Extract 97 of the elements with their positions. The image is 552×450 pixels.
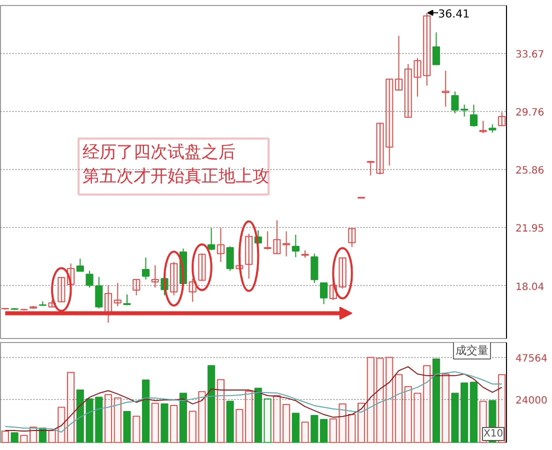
candlestick — [301, 250, 309, 258]
candlestick — [320, 282, 328, 305]
bar — [432, 358, 440, 442]
candlestick — [264, 230, 272, 250]
candlestick — [470, 104, 478, 128]
candlestick — [498, 112, 506, 126]
candlestick — [292, 234, 300, 258]
candlestick — [310, 253, 318, 284]
bar — [104, 394, 112, 442]
candlestick — [58, 276, 66, 303]
bar — [366, 356, 374, 442]
bar — [282, 404, 290, 442]
y-tick-label: 33.67 — [516, 50, 544, 61]
bar — [320, 419, 328, 442]
bar — [245, 390, 253, 442]
bar — [198, 391, 206, 442]
bar — [451, 392, 459, 442]
bar — [132, 416, 140, 442]
annotation: 经历了四次试盘之后 — [82, 142, 236, 162]
candlestick — [273, 220, 281, 254]
candlestick — [76, 258, 84, 272]
annotation: 第五次才开始真正地上攻 — [82, 166, 270, 186]
bar — [254, 388, 262, 442]
bar — [123, 411, 131, 442]
bar — [394, 374, 403, 442]
bar — [329, 418, 337, 442]
bar — [386, 356, 394, 442]
annotation: 36.41 — [438, 7, 470, 20]
y-tick-label: 24000 — [516, 396, 548, 407]
candlestick — [170, 261, 178, 296]
candlestick — [151, 264, 159, 288]
bar — [338, 403, 346, 442]
bar — [348, 414, 356, 442]
candlestick — [348, 228, 356, 248]
bar — [376, 358, 384, 442]
bar — [20, 434, 28, 442]
candlestick — [216, 228, 224, 262]
bar — [460, 382, 468, 442]
bar — [236, 409, 244, 442]
annotation: X10 — [484, 428, 504, 440]
candlestick — [114, 282, 122, 307]
bar — [142, 379, 150, 442]
candlestick — [442, 70, 450, 108]
bar — [114, 397, 122, 442]
candlestick — [142, 257, 150, 280]
bar — [188, 410, 196, 442]
candlestick — [386, 78, 394, 166]
bar — [414, 392, 422, 442]
bar — [1, 430, 9, 442]
bar — [10, 432, 18, 442]
candlestick — [1, 308, 9, 310]
candlestick — [376, 122, 384, 175]
bar — [170, 405, 178, 442]
chart-title: 成交量 — [456, 344, 488, 357]
bar — [216, 379, 224, 442]
candlestick — [245, 233, 253, 280]
candlestick — [132, 278, 140, 296]
bar — [301, 422, 309, 442]
bar — [160, 403, 168, 442]
y-tick-label: 29.76 — [516, 108, 544, 119]
candlestick — [432, 32, 440, 66]
bar — [67, 372, 75, 442]
candlestick — [394, 35, 403, 90]
candlestick — [30, 305, 38, 310]
bar — [357, 402, 366, 442]
candlestick — [460, 104, 468, 118]
candlestick — [404, 64, 412, 118]
bar — [423, 365, 431, 442]
bar — [292, 412, 300, 442]
bar — [58, 406, 66, 442]
bar — [226, 400, 234, 442]
candlestick — [414, 58, 422, 98]
bar — [179, 392, 187, 442]
y-tick-label: 18.04 — [516, 282, 544, 293]
bar — [264, 398, 272, 442]
y-tick-label: 47564 — [516, 353, 548, 364]
y-tick-label: 25.86 — [516, 166, 544, 177]
bar — [48, 430, 56, 442]
candlestick — [198, 253, 206, 282]
candlestick — [208, 228, 216, 251]
candlestick — [282, 230, 290, 257]
bar — [442, 374, 450, 442]
candlestick — [451, 91, 459, 114]
y-tick-label: 21.95 — [516, 224, 544, 235]
candlestick — [95, 276, 103, 309]
bar — [310, 415, 318, 442]
bar — [470, 382, 478, 442]
bar — [208, 365, 216, 442]
candlestick — [423, 12, 431, 86]
candlestick — [366, 160, 374, 176]
bar — [273, 395, 281, 442]
bar — [404, 386, 412, 442]
candlestick — [226, 246, 234, 272]
candlestick — [86, 270, 94, 288]
candlestick — [338, 257, 346, 290]
bar — [151, 402, 159, 442]
candlestick — [479, 120, 487, 134]
